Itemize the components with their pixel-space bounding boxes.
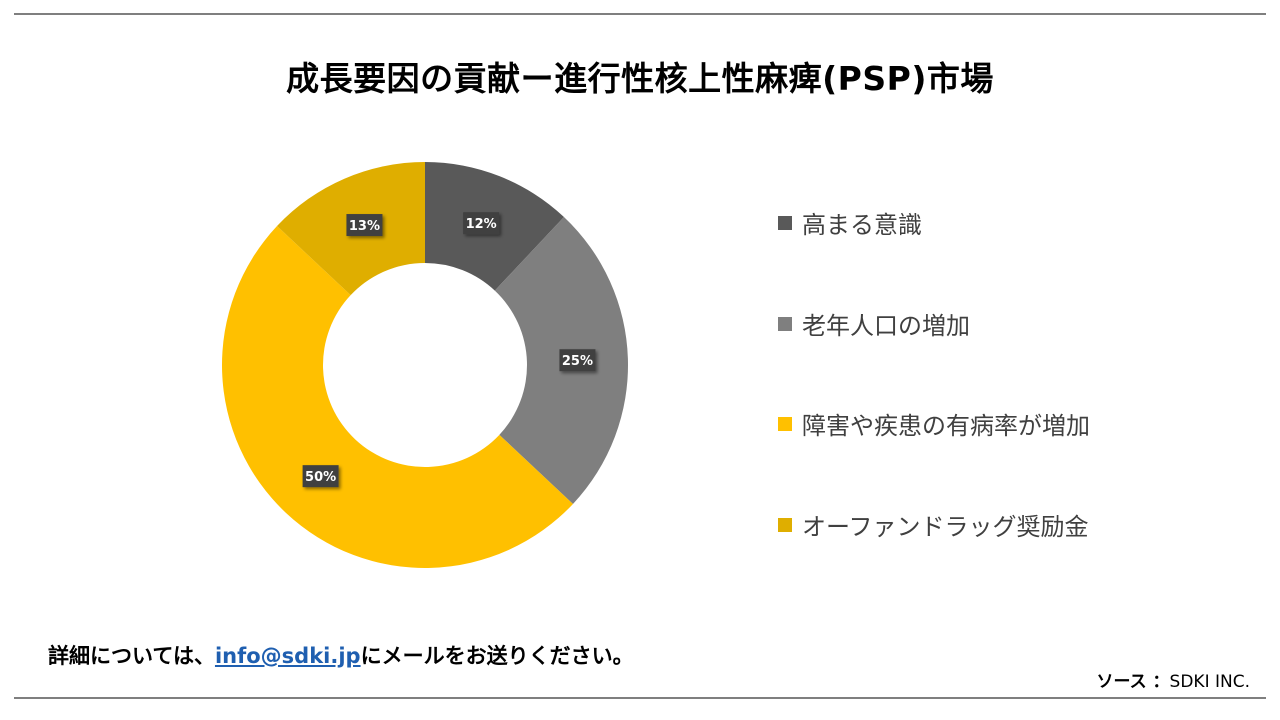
legend-item-1: 高まる意識 bbox=[778, 205, 922, 240]
contact-note: 詳細については、info@sdki.jpにメールをお送りください。 bbox=[48, 640, 634, 670]
legend-label: 老年人口の増加 bbox=[802, 312, 970, 340]
data-label-text: 25% bbox=[562, 354, 593, 369]
contact-suffix: にメールをお送りください。 bbox=[360, 644, 634, 668]
data-label-text: 13% bbox=[349, 219, 380, 234]
legend-item-2: 老年人口の増加 bbox=[778, 306, 970, 341]
legend-swatch bbox=[778, 316, 792, 331]
data-label-1: 12% bbox=[463, 212, 500, 235]
data-label-2: 25% bbox=[559, 349, 596, 372]
legend-item-3: 障害や疾患の有病率が増加 bbox=[778, 406, 1090, 441]
data-label-box bbox=[302, 465, 339, 488]
data-label-4: 13% bbox=[346, 214, 383, 237]
legend-swatch bbox=[778, 517, 792, 532]
top-rule bbox=[14, 13, 1266, 15]
contact-prefix: 詳細については、 bbox=[48, 644, 215, 668]
source-label: ソース ： bbox=[1096, 672, 1170, 692]
legend-item-4: オーファンドラッグ奨励金 bbox=[778, 507, 1089, 542]
legend-label: 障害や疾患の有病率が増加 bbox=[802, 412, 1090, 440]
data-label-text: 12% bbox=[466, 217, 497, 232]
data-label-text: 50% bbox=[305, 470, 336, 485]
data-label-box bbox=[559, 349, 596, 372]
data-label-box bbox=[463, 212, 500, 235]
source-credit: ソース ：SDKI INC. bbox=[1096, 667, 1250, 692]
legend-swatch bbox=[778, 215, 792, 230]
legend-label: 高まる意識 bbox=[802, 211, 922, 239]
bottom-rule bbox=[14, 697, 1266, 699]
legend-label: オーファンドラッグ奨励金 bbox=[802, 513, 1089, 541]
data-label-3: 50% bbox=[302, 465, 339, 488]
chart-title: 成長要因の貢献ー進行性核上性麻痺(PSP)市場 bbox=[286, 59, 994, 98]
source-value: SDKI INC. bbox=[1169, 672, 1250, 692]
email-link[interactable]: info@sdki.jp bbox=[214, 644, 361, 668]
data-label-box bbox=[346, 214, 383, 237]
legend-swatch bbox=[778, 416, 792, 431]
